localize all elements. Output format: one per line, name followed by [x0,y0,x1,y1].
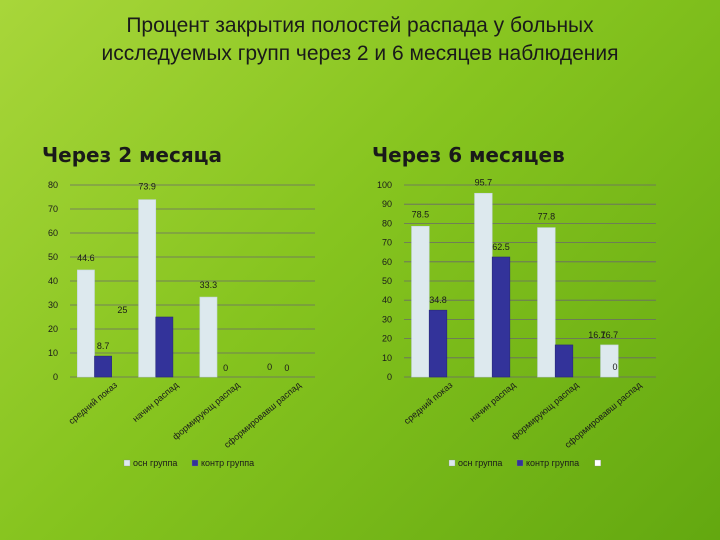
bar-kontr [94,355,112,378]
chart-0: 0 10 20 30 40 50 60 70 80 44.6 73.9 33.3 0 8.7 25 0 0 сре… [48,180,315,468]
legend-label: осн группа [133,458,177,468]
legend-swatch [448,459,456,467]
y-tick-label: 0 [53,372,58,382]
data-label: 0 [613,362,618,372]
category-label: средний показ [67,380,119,426]
y-tick-label: 20 [382,334,392,344]
category-label: начин распад [468,379,518,424]
y-tick-label: 60 [382,257,392,267]
bar-osn [474,192,493,378]
chart-1: 0 10 20 30 40 50 60 70 80 90 100 78.5 95.7 77.8 16.7 34… [377,177,656,468]
data-label: 73.9 [138,182,156,192]
data-label: 62.5 [492,242,510,252]
data-label: 25 [117,305,127,315]
data-label: 34.8 [429,295,447,305]
data-label: 8.7 [97,341,110,351]
slide-title-line-2: исследуемых групп через 2 и 6 месяцев на… [101,42,619,65]
y-tick-label: 50 [48,252,58,262]
bar-osn [600,344,619,378]
legend-swatch [191,459,199,467]
bar-osn [138,199,157,378]
slide-title: Процент закрытия полостей распада у боль… [0,12,720,68]
y-tick-label: 50 [382,276,392,286]
data-label: 44.6 [77,253,95,263]
bar-osn [537,227,556,378]
data-label: 33.3 [200,280,218,290]
bar-kontr [428,309,448,378]
y-tick-label: 70 [48,204,58,214]
y-tick-label: 90 [382,199,392,209]
bar-kontr [155,316,174,378]
chart-title-6-months: Через 6 месяцев [372,143,565,167]
y-tick-label: 80 [382,218,392,228]
legend-label: контр группа [526,458,579,468]
y-tick-label: 40 [48,276,58,286]
y-tick-label: 80 [48,180,58,190]
category-label: начин распад [131,379,181,424]
chart-title-2-months: Через 2 месяца [42,143,222,167]
y-tick-label: 70 [382,238,392,248]
y-tick-label: 40 [382,295,392,305]
data-label: 77.8 [538,212,556,222]
slide-title-line-1: Процент закрытия полостей распада у боль… [126,14,594,37]
y-tick-label: 60 [48,228,58,238]
legend-swatch [516,459,524,467]
y-tick-label: 10 [48,348,58,358]
data-label: 78.5 [412,209,430,219]
y-tick-label: 100 [377,180,392,190]
data-label: 95.7 [475,177,493,187]
y-tick-label: 0 [387,372,392,382]
legend-swatch [123,459,131,467]
legend-swatch-empty [594,459,601,467]
bar-osn [411,225,430,378]
bar-kontr [554,344,574,378]
bar-osn [77,269,95,378]
data-label: 0 [223,363,228,373]
data-label: 0 [267,362,272,372]
data-label: 16.7 [588,330,606,340]
bar-osn [199,296,218,378]
data-label: 0 [284,363,289,373]
bar-kontr [491,256,511,378]
y-tick-label: 10 [382,353,392,363]
y-tick-label: 30 [382,314,392,324]
category-label: средний показ [402,380,454,426]
category-label: формирующ распад [171,379,243,441]
y-tick-label: 30 [48,300,58,310]
legend-label: контр группа [201,458,254,468]
y-tick-label: 20 [48,324,58,334]
data-label: 16.7 [601,330,619,340]
category-label: формирующ распад [509,379,581,441]
legend-label: осн группа [458,458,502,468]
